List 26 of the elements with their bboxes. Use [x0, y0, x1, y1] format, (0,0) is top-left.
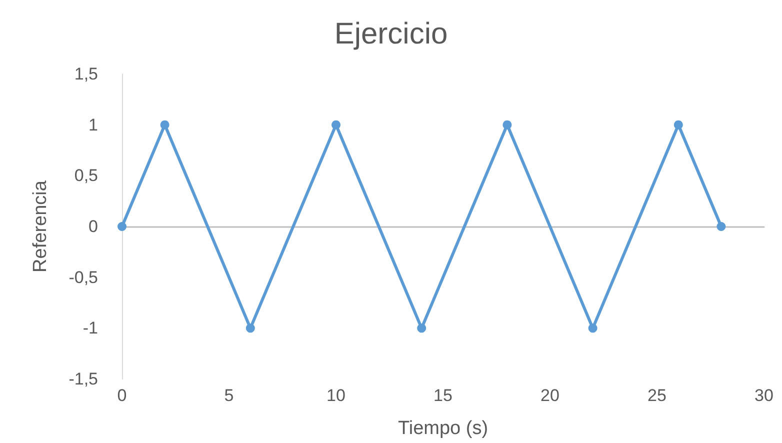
point [332, 120, 340, 130]
point [118, 222, 126, 231]
y-axis-title: Referencia [30, 180, 51, 272]
point [502, 120, 512, 130]
point [674, 120, 683, 130]
point [417, 324, 426, 333]
chart-title: Ejercicio [334, 18, 448, 50]
point [246, 324, 255, 333]
x-tick-label: 0 [117, 386, 127, 405]
x-axis-title: Tiempo (s) [398, 418, 488, 439]
y-tick-label: 1 [88, 115, 98, 134]
y-tick-label: -0,5 [68, 268, 98, 287]
x-tick-label: 5 [224, 386, 234, 405]
y-tick-label: -1 [82, 318, 98, 338]
y-tick-label: -1,5 [68, 370, 98, 388]
y-tick-label: 0,5 [74, 166, 98, 186]
y-tick-label: 1,5 [74, 64, 98, 84]
x-tick-label: 25 [648, 386, 666, 405]
x-tick-label: 20 [540, 386, 560, 405]
y-tick-label: 0 [88, 217, 98, 236]
x-tick-label: 30 [754, 386, 774, 405]
x-tick-label: 15 [434, 386, 452, 405]
point [160, 120, 170, 130]
x-tick-label: 10 [326, 386, 346, 405]
point [588, 324, 598, 333]
point [716, 222, 726, 231]
